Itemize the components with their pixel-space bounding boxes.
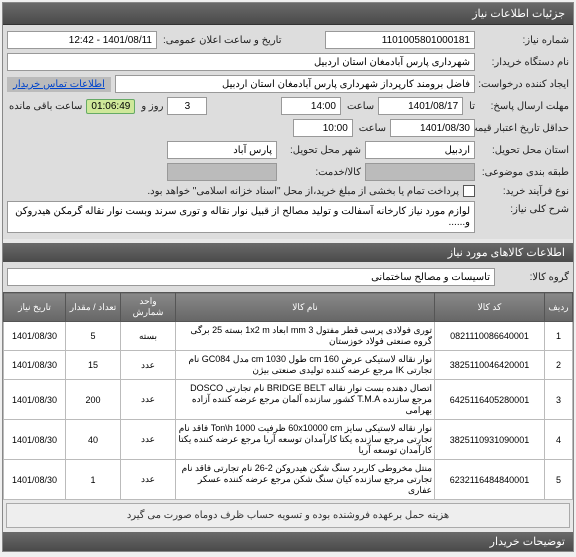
cell-code: 6425116405280001 — [435, 380, 545, 420]
cell-code: 3825110931090001 — [435, 420, 545, 460]
lbl-reply-deadline: مهلت ارسال پاسخ: — [479, 101, 569, 112]
table-row: 36425116405280001اتصال دهنده بست نوار نق… — [4, 380, 573, 420]
cell-qty: 40 — [66, 420, 121, 460]
cell-qty: 15 — [66, 351, 121, 380]
val-goods-group: تاسیسات و مصالح ساختمانی — [7, 268, 495, 286]
th-unit: واحد شمارش — [121, 293, 176, 322]
th-date: تاریخ نیاز — [4, 293, 66, 322]
lbl-budget-row: طبقه بندی موضوعی: — [479, 167, 569, 178]
val-reply-time: 14:00 — [281, 97, 341, 115]
lbl-city: شهر محل تحویل: — [281, 145, 361, 156]
th-idx: ردیف — [545, 293, 573, 322]
lbl-buy-process: نوع فرآیند خرید: — [479, 186, 569, 197]
val-province: اردبیل — [365, 141, 475, 159]
chk-treasury[interactable] — [463, 185, 475, 197]
txt-buy-process: پرداخت تمام یا بخشی از مبلغ خرید،از محل … — [7, 186, 459, 197]
cell-unit: بسته — [121, 322, 176, 351]
form-area: شماره نیاز: 1101005801000181 تاریخ و ساع… — [3, 25, 573, 239]
val-price-valid-date: 1401/08/30 — [390, 119, 475, 137]
cell-qty: 200 — [66, 380, 121, 420]
cell-date: 1401/08/30 — [4, 420, 66, 460]
th-code: کد کالا — [435, 293, 545, 322]
cell-idx: 3 — [545, 380, 573, 420]
lbl-time-1: ساعت — [345, 101, 374, 112]
need-details-panel: جزئیات اطلاعات نیاز شماره نیاز: 11010058… — [2, 2, 574, 552]
table-row: 10821110086640001توری فولادی پرسی قطر مف… — [4, 322, 573, 351]
lbl-remaining: ساعت باقی مانده — [7, 101, 82, 112]
val-reply-date: 1401/08/17 — [378, 97, 463, 115]
items-table: ردیف کد کالا نام کالا واحد شمارش تعداد /… — [3, 292, 573, 500]
cell-date: 1401/08/30 — [4, 460, 66, 500]
lbl-time-2: ساعت — [357, 123, 386, 134]
val-budget-row — [365, 163, 475, 181]
val-general-desc: لوازم مورد نیاز کارخانه آسفالت و تولید م… — [7, 201, 475, 233]
lbl-until: تا — [467, 101, 475, 112]
sec-buyer-notes: توضیحات خریدار — [3, 532, 573, 551]
cell-name: نوار نقاله لاستیکی عرض cm 160 طول 1030 c… — [176, 351, 435, 380]
val-requester: فاضل برومند کارپرداز شهرداری پارس آبادمغ… — [115, 75, 475, 93]
lbl-announce-dt: تاریخ و ساعت اعلان عمومی: — [161, 35, 282, 46]
val-countdown: 01:06:49 — [86, 99, 135, 114]
cell-date: 1401/08/30 — [4, 322, 66, 351]
lbl-buyer-org: نام دستگاه خریدار: — [479, 57, 569, 68]
val-buyer-org: شهرداری پارس آبادمغان استان اردبیل — [7, 53, 475, 71]
val-goods-service — [167, 163, 277, 181]
val-need-no: 1101005801000181 — [325, 31, 475, 49]
lbl-need-no: شماره نیاز: — [479, 35, 569, 46]
lbl-goods-group: گروه کالا: — [499, 272, 569, 283]
val-city: پارس آباد — [167, 141, 277, 159]
link-buyer-contact[interactable]: اطلاعات تماس خریدار — [7, 77, 111, 92]
cell-date: 1401/08/30 — [4, 351, 66, 380]
cell-name: اتصال دهنده بست نوار نقاله BRIDGE BELT ن… — [176, 380, 435, 420]
cell-unit: عدد — [121, 380, 176, 420]
cell-name: نوار نقاله لاستیکی سایز 60x10000 cm ظرفی… — [176, 420, 435, 460]
cell-code: 3825110046420001 — [435, 351, 545, 380]
val-days-left: 3 — [167, 97, 207, 115]
cell-idx: 1 — [545, 322, 573, 351]
panel-title: جزئیات اطلاعات نیاز — [3, 3, 573, 25]
val-announce-dt: 1401/08/11 - 12:42 — [7, 31, 157, 49]
cell-date: 1401/08/30 — [4, 380, 66, 420]
cell-idx: 4 — [545, 420, 573, 460]
val-price-valid-time: 10:00 — [293, 119, 353, 137]
lbl-requester: ایجاد کننده درخواست: — [479, 79, 569, 90]
cell-name: منتل مخروطی کاربرد سنگ شکن هیدروکن 2-26 … — [176, 460, 435, 500]
lbl-general-desc: شرح کلی نیاز: — [479, 201, 569, 215]
table-row: 43825110931090001نوار نقاله لاستیکی سایز… — [4, 420, 573, 460]
cell-unit: عدد — [121, 420, 176, 460]
cell-name: توری فولادی پرسی قطر مفتول mm 3 ابعاد 1x… — [176, 322, 435, 351]
table-row: 56232116484840001منتل مخروطی کاربرد سنگ … — [4, 460, 573, 500]
th-name: نام کالا — [176, 293, 435, 322]
table-header-row: ردیف کد کالا نام کالا واحد شمارش تعداد /… — [4, 293, 573, 322]
cell-code: 0821110086640001 — [435, 322, 545, 351]
cell-code: 6232116484840001 — [435, 460, 545, 500]
table-row: 23825110046420001نوار نقاله لاستیکی عرض … — [4, 351, 573, 380]
lbl-days-and: روز و — [139, 101, 163, 112]
lbl-price-valid: حداقل تاریخ اعتبار قیمت: — [479, 123, 569, 134]
cell-qty: 5 — [66, 322, 121, 351]
cell-qty: 1 — [66, 460, 121, 500]
lbl-goods-service: کالا/خدمت: — [281, 167, 361, 178]
th-qty: تعداد / مقدار — [66, 293, 121, 322]
cell-unit: عدد — [121, 351, 176, 380]
lbl-province: استان محل تحویل: — [479, 145, 569, 156]
shipping-note: هزینه حمل برعهده فروشنده بوده و تسویه حس… — [6, 503, 570, 528]
cell-idx: 2 — [545, 351, 573, 380]
cell-idx: 5 — [545, 460, 573, 500]
cell-unit: عدد — [121, 460, 176, 500]
sec-items-title: اطلاعات کالاهای مورد نیاز — [3, 243, 573, 262]
